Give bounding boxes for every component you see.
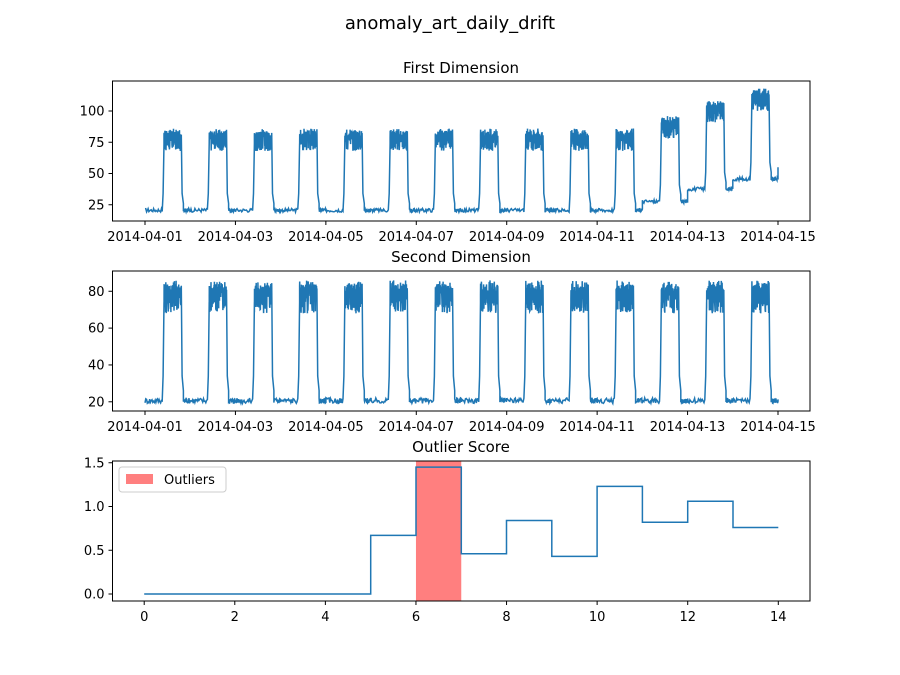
y-tick-label: 100 (80, 105, 105, 120)
second-dimension-plot-frame (112, 270, 811, 412)
first-dimension-panel: First Dimension 2014-04-01 2014-04-03 2014… (80, 59, 816, 245)
y-tick-label: 1.5 (84, 456, 105, 471)
x-tick-label: 2014-04-03 (198, 230, 274, 245)
x-tick-label: 2014-04-01 (107, 230, 183, 245)
x-tick-label: 2014-04-07 (379, 230, 455, 245)
first-dimension-series-line (144, 88, 779, 215)
x-tick-label: 2014-04-05 (288, 420, 364, 435)
y-tick-label: 1.0 (84, 500, 105, 515)
y-tick-label: 80 (88, 285, 105, 300)
second-dimension-y-axis: 20 40 60 80 (88, 285, 113, 410)
y-tick-label: 20 (88, 395, 105, 410)
y-tick-label: 75 (88, 136, 105, 151)
x-tick-label: 14 (770, 610, 787, 625)
outlier-score-plot-frame (112, 460, 811, 602)
x-tick-label: 2014-04-13 (650, 230, 726, 245)
outlier-score-title: Outlier Score (412, 438, 510, 456)
x-tick-label: 8 (502, 610, 510, 625)
outlier-score-x-axis: 0 2 4 6 8 10 12 14 (140, 601, 787, 625)
x-tick-label: 2014-04-11 (559, 420, 635, 435)
x-tick-label: 4 (321, 610, 329, 625)
second-dimension-title: Second Dimension (391, 248, 531, 266)
x-tick-label: 2014-04-13 (650, 420, 726, 435)
second-dimension-series-line (144, 280, 779, 406)
first-dimension-x-axis: 2014-04-01 2014-04-03 2014-04-05 2014-04-07… (107, 221, 816, 245)
x-tick-label: 2014-04-15 (740, 230, 816, 245)
second-dimension-x-axis: 2014-04-01 2014-04-03 2014-04-05 2014-04-07… (107, 411, 816, 435)
first-dimension-title: First Dimension (403, 59, 519, 77)
legend-frame (118, 466, 227, 493)
first-dimension-y-axis: 25 50 75 100 (80, 105, 113, 213)
x-tick-label: 2014-04-07 (379, 420, 455, 435)
legend: Outliers (118, 466, 227, 493)
legend-label-outliers: Outliers (164, 473, 215, 488)
outlier-span (415, 461, 462, 601)
x-tick-label: 2 (231, 610, 239, 625)
second-dimension-panel: Second Dimension 2014-04-01 2014-04-03 201… (88, 248, 816, 435)
x-tick-label: 2014-04-01 (107, 420, 183, 435)
x-tick-label: 2014-04-05 (288, 230, 364, 245)
y-tick-label: 25 (88, 198, 105, 213)
y-tick-label: 40 (88, 358, 105, 373)
outlier-score-step-line (144, 466, 779, 595)
x-tick-label: 10 (589, 610, 606, 625)
x-tick-label: 12 (679, 610, 696, 625)
figure-title: anomaly_art_daily_drift (345, 13, 555, 34)
x-tick-label: 2014-04-09 (469, 420, 545, 435)
y-tick-label: 60 (88, 322, 105, 337)
outlier-score-panel: Outlier Score 0 2 4 6 8 10 12 14 0.0 0.5 1.0 1.5 O… (84, 438, 811, 625)
y-tick-label: 0.5 (84, 544, 105, 559)
x-tick-label: 2014-04-15 (740, 420, 816, 435)
outlier-score-y-axis: 0.0 0.5 1.0 1.5 (84, 456, 113, 603)
first-dimension-plot-frame (112, 80, 811, 222)
legend-swatch-outliers (126, 474, 153, 484)
x-tick-label: 6 (412, 610, 420, 625)
x-tick-label: 2014-04-09 (469, 230, 545, 245)
x-tick-label: 2014-04-11 (559, 230, 635, 245)
x-tick-label: 0 (140, 610, 148, 625)
x-tick-label: 2014-04-03 (198, 420, 274, 435)
y-tick-label: 50 (88, 167, 105, 182)
y-tick-label: 0.0 (84, 588, 105, 603)
